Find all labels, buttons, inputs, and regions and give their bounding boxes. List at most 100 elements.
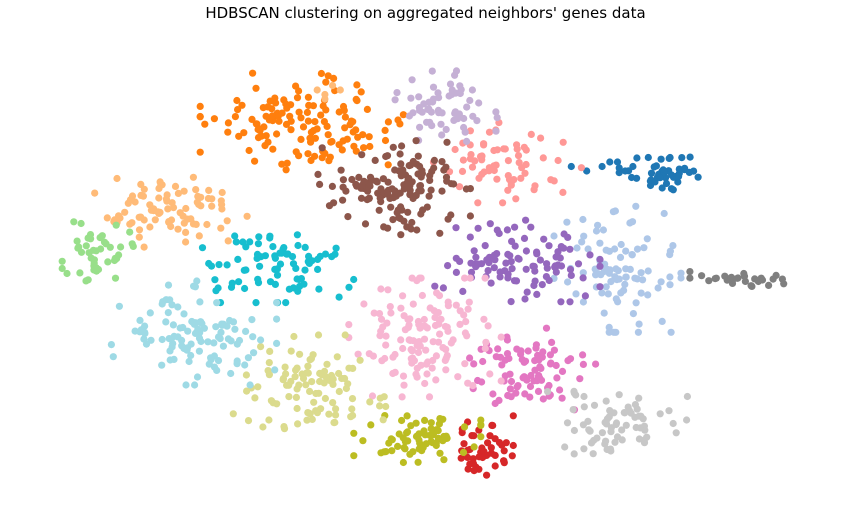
scatter-point-cluster-pink: [378, 357, 386, 365]
scatter-point-cluster-orange: [252, 84, 260, 92]
scatter-point-cluster-light-blue: [667, 328, 675, 336]
scatter-point-cluster-purple: [581, 292, 590, 300]
scatter-point-cluster-lavender: [451, 71, 459, 79]
scatter-point-cluster-pink: [409, 300, 417, 308]
scatter-point-cluster-khaki: [347, 413, 355, 421]
scatter-point-cluster-khaki: [329, 399, 337, 407]
scatter-point-cluster-red: [457, 454, 465, 462]
scatter-point-cluster-magenta: [526, 382, 535, 391]
scatter-point-cluster-light-cyan: [147, 336, 155, 344]
scatter-point-cluster-green: [70, 218, 78, 226]
scatter-point-cluster-pink: [481, 344, 489, 353]
scatter-point-cluster-light-blue: [629, 310, 638, 318]
scatter-point-cluster-orange: [245, 146, 253, 155]
scatter-point-cluster-light-orange: [140, 243, 148, 251]
scatter-point-cluster-purple: [493, 226, 501, 234]
scatter-point-cluster-orange: [318, 154, 326, 162]
scatter-point-cluster-olive: [427, 425, 435, 433]
scatter-point-cluster-salmon: [476, 152, 485, 161]
scatter-point-cluster-red: [489, 421, 497, 430]
scatter-point-cluster-red: [484, 439, 492, 447]
scatter-point-cluster-brown: [389, 143, 397, 151]
scatter-point-cluster-light-gray: [656, 410, 664, 418]
scatter-point-cluster-red: [466, 460, 474, 468]
scatter-point-cluster-magenta: [478, 378, 486, 386]
scatter-point-cluster-light-gray: [602, 397, 610, 405]
scatter-point-cluster-pink: [415, 321, 423, 329]
scatter-point-cluster-light-cyan: [168, 301, 176, 309]
scatter-point-cluster-orange: [317, 69, 325, 78]
scatter-point-cluster-light-cyan: [218, 320, 226, 328]
scatter-point-cluster-cyan: [266, 278, 275, 286]
scatter-point-cluster-blue: [647, 169, 656, 177]
scatter-point-cluster-pink: [408, 347, 416, 355]
scatter-point-cluster-light-orange: [182, 228, 190, 236]
scatter-point-cluster-light-blue: [654, 284, 662, 292]
scatter-point-cluster-brown: [396, 150, 404, 158]
scatter-point-cluster-pink: [375, 310, 384, 318]
scatter-point-cluster-pink: [441, 356, 449, 365]
scatter-point-cluster-olive: [403, 428, 412, 436]
scatter-point-cluster-olive: [436, 449, 444, 457]
scatter-point-cluster-cyan: [261, 252, 269, 260]
scatter-point-cluster-lavender: [456, 89, 464, 98]
scatter-point-cluster-gray: [769, 275, 777, 283]
scatter-point-cluster-light-blue: [677, 274, 685, 282]
scatter-point-cluster-light-blue: [666, 247, 675, 255]
scatter-point-cluster-light-orange: [163, 191, 171, 199]
scatter-point-cluster-salmon: [512, 195, 520, 203]
scatter-point-cluster-purple: [515, 255, 523, 263]
scatter-point-cluster-light-gray: [569, 406, 577, 414]
scatter-point-cluster-salmon: [547, 176, 555, 184]
scatter-point-cluster-lavender: [468, 86, 476, 94]
scatter-point-cluster-magenta: [534, 373, 543, 381]
scatter-point-cluster-light-gray: [580, 392, 588, 401]
scatter-point-cluster-purple: [520, 234, 529, 242]
scatter-point-cluster-salmon: [521, 169, 529, 177]
scatter-point-cluster-pink: [497, 333, 505, 341]
scatter-point-cluster-cyan: [205, 259, 213, 268]
scatter-point-cluster-lavender: [407, 94, 415, 102]
scatter-point-cluster-cyan: [252, 299, 260, 307]
scatter-point-cluster-khaki: [306, 356, 314, 364]
scatter-point-cluster-magenta: [539, 395, 547, 403]
scatter-point-cluster-light-gray: [672, 429, 680, 437]
scatter-point-cluster-orange: [304, 93, 312, 101]
scatter-point-cluster-light-cyan: [193, 373, 202, 381]
scatter-point-cluster-gray: [698, 272, 706, 280]
scatter-point-cluster-light-blue: [602, 283, 610, 291]
scatter-point-cluster-orange: [311, 118, 319, 126]
scatter-point-cluster-pink: [386, 303, 394, 311]
scatter-point-cluster-blue: [644, 153, 652, 162]
scatter-point-cluster-olive: [415, 436, 423, 444]
scatter-point-cluster-magenta: [553, 374, 561, 382]
scatter-point-cluster-red: [487, 449, 496, 457]
scatter-point-cluster-brown: [397, 172, 405, 180]
scatter-point-cluster-purple: [470, 247, 478, 255]
scatter-point-cluster-magenta: [532, 344, 540, 352]
scatter-point-cluster-orange: [311, 134, 319, 142]
scatter-point-cluster-orange: [299, 123, 308, 131]
scatter-point-cluster-light-cyan: [140, 335, 148, 343]
scatter-point-cluster-cyan: [215, 261, 223, 269]
scatter-point-cluster-purple: [439, 284, 447, 292]
scatter-point-cluster-purple: [560, 244, 568, 252]
scatter-point-cluster-cyan: [293, 275, 301, 283]
scatter-point-cluster-light-gray: [633, 405, 641, 413]
scatter-point-cluster-orange: [251, 157, 259, 165]
scatter-point-cluster-orange: [353, 81, 361, 89]
scatter-point-cluster-light-blue: [604, 290, 612, 298]
scatter-point-cluster-red: [480, 448, 488, 456]
scatter-point-cluster-pink: [423, 370, 431, 378]
scatter-point-cluster-orange: [341, 113, 349, 121]
scatter-point-cluster-light-cyan: [273, 315, 281, 323]
scatter-point-cluster-magenta: [523, 376, 531, 384]
scatter-point-cluster-brown: [358, 151, 366, 159]
scatter-point-cluster-salmon: [539, 154, 547, 162]
scatter-point-cluster-brown: [443, 177, 451, 185]
scatter-point-cluster-orange: [295, 152, 303, 160]
scatter-point-cluster-khaki: [287, 377, 295, 386]
scatter-point-cluster-light-cyan: [158, 361, 166, 369]
scatter-point-cluster-light-orange: [313, 86, 321, 94]
scatter-point-cluster-brown: [418, 170, 426, 178]
